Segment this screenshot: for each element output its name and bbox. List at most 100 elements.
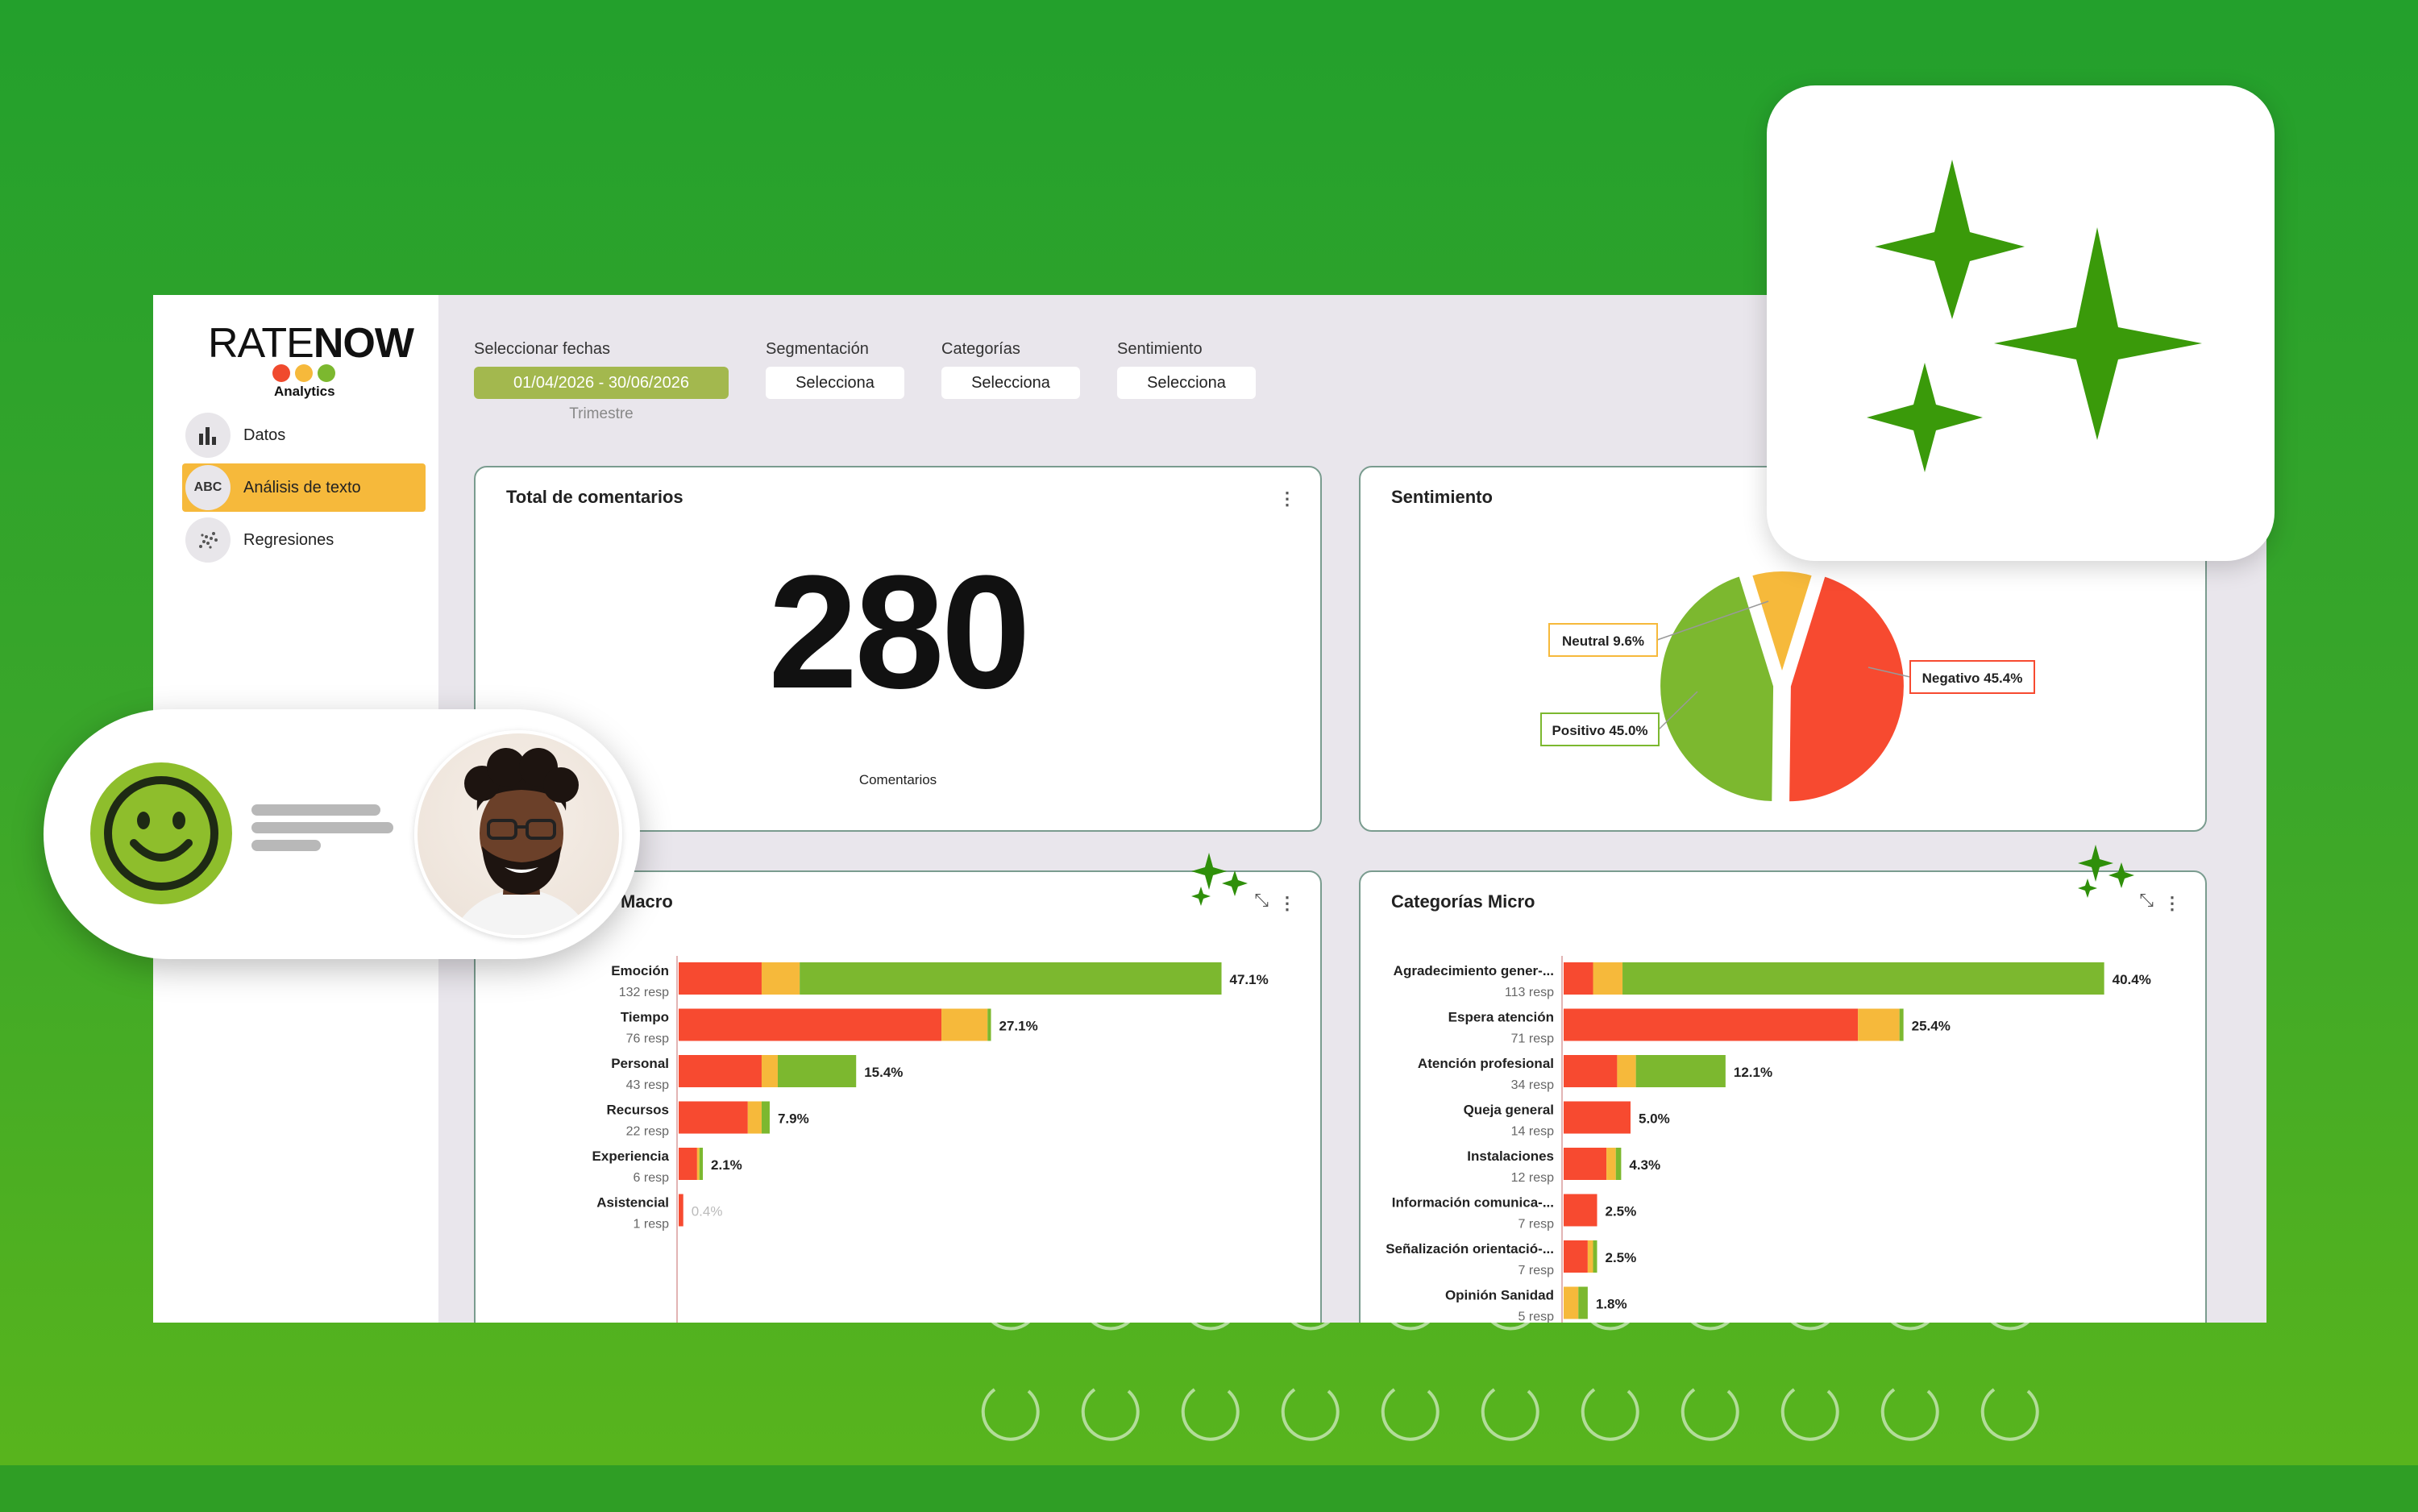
sentiment-label: Sentimiento [1117, 340, 1203, 358]
brand-dot-red [272, 364, 290, 382]
bar-segment-neu[interactable] [761, 1055, 778, 1087]
bar-segment-pos[interactable] [761, 1101, 770, 1134]
bar-segment-neg[interactable] [1564, 962, 1593, 995]
collapse-icon[interactable]: ⤡ [2139, 890, 2154, 910]
pie-slice-neutral[interactable] [1746, 567, 1818, 687]
sidebar-item-analisis-texto[interactable]: ABC Análisis de texto [182, 463, 426, 512]
bar-segment-neu[interactable] [1858, 1008, 1900, 1041]
card-title: Categorías Micro [1391, 891, 1535, 912]
pie-label: Negativo 45.4% [1922, 671, 2023, 686]
more-options-icon[interactable]: ⋮ [2163, 893, 2181, 913]
bar-segment-neg[interactable] [679, 1101, 748, 1134]
bar-segment-pos[interactable] [1899, 1008, 1904, 1041]
bar-segment-pos[interactable] [1615, 1148, 1622, 1180]
sparkle-icon [2078, 845, 2134, 898]
bar-category-label: Emoción [611, 963, 669, 978]
bar-segment-pos[interactable] [1622, 962, 2104, 995]
bar-segment-neg[interactable] [1564, 1008, 1859, 1041]
bar-segment-neu[interactable] [1587, 1240, 1593, 1273]
sidebar-nav: Datos ABC Análisis de texto Regresiones [182, 411, 426, 568]
total-comments-value: 280 [768, 542, 1031, 722]
sidebar-item-regresiones[interactable]: Regresiones [182, 516, 426, 564]
segmentation-select[interactable]: Selecciona [766, 367, 904, 399]
bar-segment-pos[interactable] [777, 1055, 857, 1087]
sentiment-pie-chart: Negativo 45.4% Positivo 45.0% Neutral 9.6% [1540, 567, 2035, 807]
bar-segment-neu[interactable] [941, 1008, 988, 1041]
bar-resp-count: 34 resp [1511, 1078, 1554, 1092]
pie-leader-line [1658, 691, 1698, 730]
sentiment-select[interactable]: Selecciona [1117, 367, 1256, 399]
bar-resp-count: 1 resp [634, 1218, 670, 1232]
bar-percent-label: 47.1% [1230, 972, 1269, 987]
bar-percent-label: 5.0% [1639, 1111, 1670, 1127]
pie-slice-negativo[interactable] [1784, 571, 1909, 807]
bar-segment-pos[interactable] [800, 962, 1222, 995]
bar-resp-count: 14 resp [1511, 1125, 1554, 1139]
bar-chart-icon [185, 413, 231, 458]
bar-segment-pos[interactable] [1593, 1240, 1597, 1273]
bar-percent-label: 12.1% [1734, 1065, 1772, 1080]
brand-dot-green [318, 364, 335, 382]
bar-segment-neg[interactable] [1564, 1194, 1597, 1227]
review-bubble [44, 709, 640, 959]
pie-slice-positivo[interactable] [1656, 570, 1779, 807]
bar-resp-count: 43 resp [626, 1078, 669, 1092]
bar-segment-pos[interactable] [1635, 1055, 1726, 1087]
date-range-picker[interactable]: 01/04/2026 - 30/06/2026 [474, 367, 729, 399]
total-comments-caption: Comentarios [858, 772, 937, 787]
bar-percent-label: 0.4% [692, 1204, 723, 1219]
brand-logo[interactable]: RATENOW Analytics [208, 319, 414, 400]
bar-segment-neg[interactable] [679, 1194, 683, 1227]
bar-category-label: Asistencial [596, 1195, 669, 1211]
smiley-icon [90, 762, 232, 904]
segmentation-filter: Segmentación Selecciona [766, 340, 904, 399]
card-title: Macro [621, 891, 673, 912]
bar-segment-neg[interactable] [1564, 1055, 1618, 1087]
ai-sparkle-tile [1767, 85, 2275, 561]
bar-segment-neg[interactable] [1564, 1148, 1607, 1180]
bar-percent-label: 2.5% [1606, 1204, 1637, 1219]
bar-segment-pos[interactable] [987, 1008, 991, 1041]
macro-card: Macro ⤡ ⋮ Emoción 132 resp 47.1% Tiempo 76 r… [474, 870, 1322, 1323]
date-filter: Seleccionar fechas 01/04/2026 - 30/06/20… [474, 340, 729, 423]
micro-bar-chart: Agradecimiento gener-... 113 resp 40.4% Esp… [1386, 956, 2151, 1323]
bar-segment-neu[interactable] [1606, 1148, 1616, 1180]
pie-leader-line [1656, 600, 1769, 641]
bar-resp-count: 12 resp [1511, 1171, 1554, 1185]
bar-resp-count: 22 resp [626, 1125, 669, 1139]
bar-segment-pos[interactable] [1578, 1286, 1588, 1319]
date-filter-label: Seleccionar fechas [474, 340, 610, 358]
bar-segment-neg[interactable] [1564, 1240, 1588, 1273]
bar-segment-neu[interactable] [696, 1148, 700, 1180]
bar-segment-neg[interactable] [679, 1008, 942, 1041]
bar-segment-neu[interactable] [1617, 1055, 1636, 1087]
bar-segment-neu[interactable] [1593, 962, 1623, 995]
bar-segment-neg[interactable] [1564, 1101, 1631, 1134]
bar-category-label: Agradecimiento gener-... [1394, 963, 1554, 978]
collapse-icon[interactable]: ⤡ [1254, 890, 1269, 910]
bar-segment-neu[interactable] [761, 962, 800, 995]
bar-segment-neg[interactable] [679, 962, 762, 995]
bar-segment-neg[interactable] [679, 1148, 697, 1180]
categories-label: Categorías [941, 340, 1020, 358]
bar-percent-label: 2.1% [711, 1157, 742, 1173]
bar-segment-neg[interactable] [679, 1055, 762, 1087]
bar-segment-neu[interactable] [747, 1101, 762, 1134]
bar-resp-count: 5 resp [1519, 1311, 1555, 1323]
categories-select[interactable]: Selecciona [941, 367, 1080, 399]
sidebar-item-datos[interactable]: Datos [182, 411, 426, 459]
pie-label-box [1548, 623, 1658, 657]
brand-wordmark: RATENOW [208, 320, 414, 367]
bar-category-label: Personal [611, 1056, 669, 1071]
bar-category-label: Opinión Sanidad [1445, 1288, 1554, 1303]
more-options-icon[interactable]: ⋮ [1278, 488, 1296, 509]
more-options-icon[interactable]: ⋮ [1278, 893, 1296, 913]
bar-segment-neu[interactable] [1564, 1286, 1579, 1319]
bar-percent-label: 2.5% [1606, 1250, 1637, 1265]
bar-segment-pos[interactable] [699, 1148, 704, 1180]
bar-category-label: Atención profesional [1418, 1056, 1554, 1071]
bar-category-label: Queja general [1464, 1103, 1554, 1118]
sentiment-filter: Sentimiento Selecciona [1117, 340, 1256, 399]
bar-category-label: Señalización orientació-... [1386, 1241, 1554, 1257]
bar-resp-count: 76 resp [626, 1032, 669, 1046]
